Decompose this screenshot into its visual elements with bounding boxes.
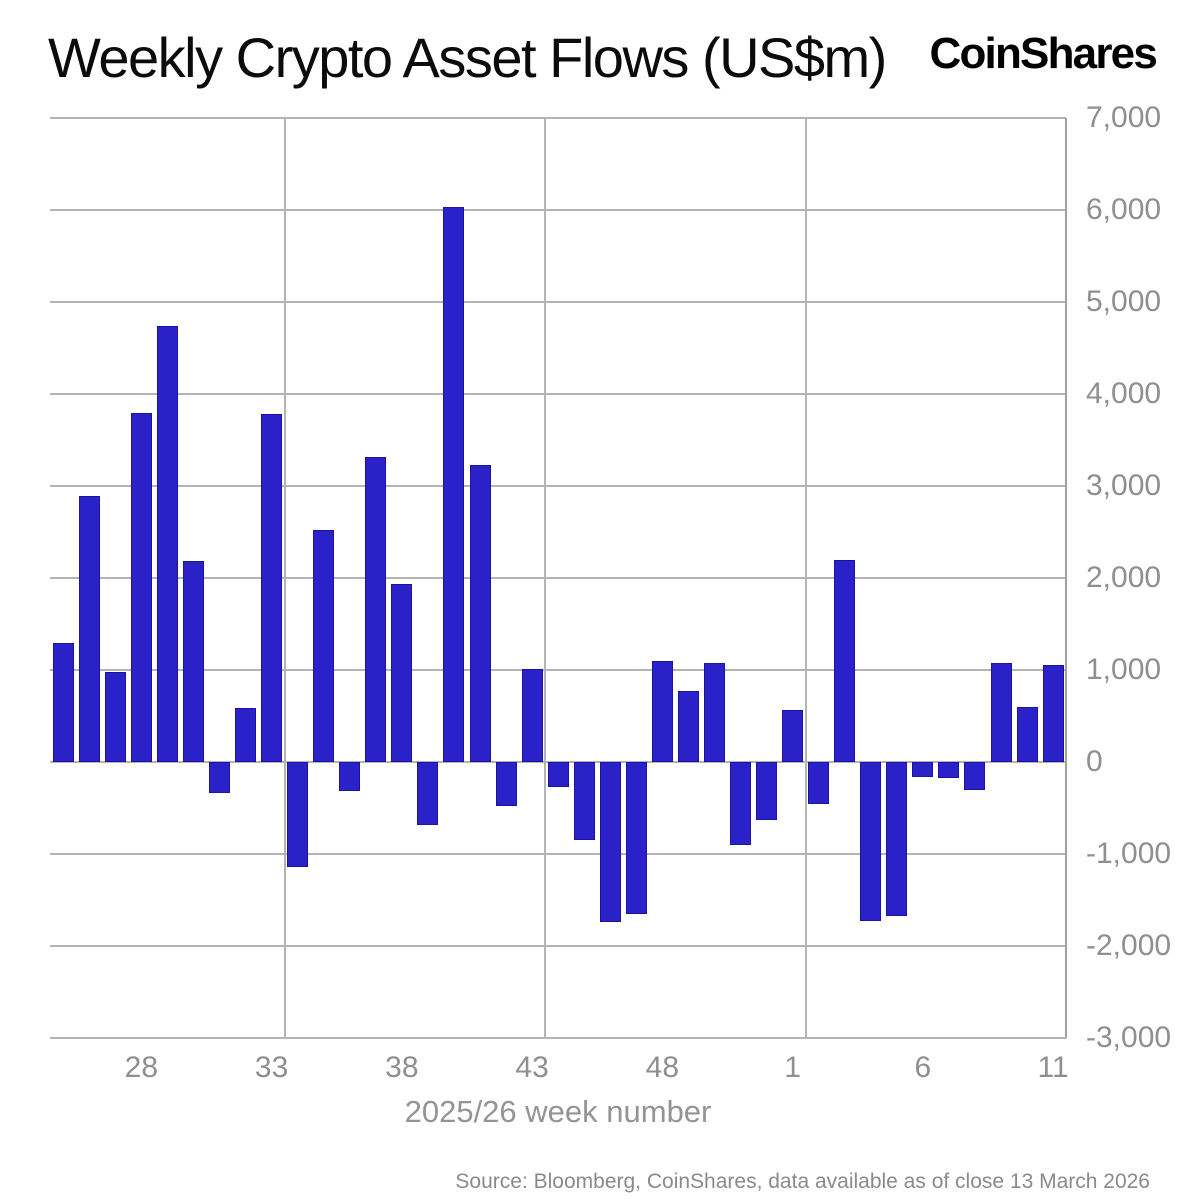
x-tick-label-43: 43 bbox=[515, 1051, 549, 1084]
bar-w39-2025 bbox=[417, 762, 439, 826]
bar-w50-2025 bbox=[703, 663, 725, 762]
y-tick-label-1000: 1,000 bbox=[1086, 653, 1162, 686]
bar-w49-2025 bbox=[677, 691, 699, 762]
gridline-x-icon bbox=[544, 118, 547, 1038]
bar-w45-2025 bbox=[573, 762, 595, 840]
coinshares-logo: CoinShares bbox=[929, 29, 1157, 78]
bar-w9-2026 bbox=[990, 662, 1012, 762]
gridline-y-5000 bbox=[50, 301, 1066, 303]
bar-w27-2025 bbox=[104, 672, 126, 762]
y-tick-label-2000: 2,000 bbox=[1086, 561, 1162, 594]
bar-w34-2025 bbox=[287, 762, 309, 867]
bar-w47-2025 bbox=[625, 762, 647, 914]
bar-w38-2025 bbox=[391, 584, 413, 762]
y-tick-label--2000: -2,000 bbox=[1086, 929, 1172, 962]
x-tick-label-33: 33 bbox=[254, 1051, 289, 1084]
bar-w52-2025 bbox=[756, 762, 778, 821]
bar-w32-2025 bbox=[235, 707, 257, 762]
gridline-y-1000 bbox=[50, 669, 1066, 671]
gridline-y-3000 bbox=[50, 485, 1066, 487]
x-axis-label: 2025/26 week number bbox=[404, 1094, 712, 1129]
bar-w46-2025 bbox=[599, 762, 621, 923]
x-tick-label-48: 48 bbox=[645, 1051, 680, 1084]
bar-w36-2025 bbox=[339, 762, 361, 792]
x-tick-label-6: 6 bbox=[914, 1051, 932, 1084]
gridline-y--1000 bbox=[50, 853, 1066, 855]
bar-w5-2026 bbox=[886, 762, 908, 917]
right-axis-spine bbox=[1065, 118, 1067, 1038]
y-tick-label-4000: 4,000 bbox=[1086, 377, 1162, 410]
bar-w26-2025 bbox=[78, 496, 100, 762]
bar-w3-2026 bbox=[834, 559, 856, 762]
bar-w41-2025 bbox=[469, 464, 491, 762]
y-tick-label-7000: 7,000 bbox=[1086, 101, 1162, 134]
bar-w42-2025 bbox=[495, 762, 517, 806]
gridline-y-2000 bbox=[50, 577, 1066, 579]
gridline-x-icon bbox=[283, 118, 286, 1038]
y-tick-label-6000: 6,000 bbox=[1086, 193, 1162, 226]
bar-w37-2025 bbox=[365, 456, 387, 762]
bar-w43-2025 bbox=[521, 669, 543, 762]
bar-w1-2026 bbox=[782, 709, 804, 762]
bar-w29-2025 bbox=[156, 325, 178, 762]
gridline-y-6000 bbox=[50, 209, 1066, 211]
y-tick-label-5000: 5,000 bbox=[1086, 285, 1162, 318]
bar-w31-2025 bbox=[209, 762, 230, 794]
gridline-y-4000 bbox=[50, 393, 1066, 395]
bar-w33-2025 bbox=[261, 414, 283, 762]
chart-title: Weekly Crypto Asset Flows (US$m) bbox=[48, 26, 887, 89]
x-tick-label-38: 38 bbox=[385, 1051, 419, 1084]
bar-w2-2026 bbox=[808, 762, 830, 805]
y-tick-label-0: 0 bbox=[1086, 745, 1103, 778]
x-tick-label-1: 1 bbox=[784, 1051, 801, 1084]
y-tick-label--3000: -3,000 bbox=[1086, 1021, 1172, 1054]
bar-w8-2026 bbox=[964, 762, 986, 791]
bar-w44-2025 bbox=[547, 762, 569, 787]
y-tick-label-3000: 3,000 bbox=[1086, 469, 1162, 502]
bar-w11-2026 bbox=[1042, 665, 1064, 762]
bar-w25-2025 bbox=[52, 643, 74, 762]
source-note: Source: Bloomberg, CoinShares, data avai… bbox=[455, 1170, 1150, 1193]
bar-w7-2026 bbox=[938, 762, 960, 778]
bar-w51-2025 bbox=[730, 762, 751, 846]
y-tick-label--1000: -1,000 bbox=[1086, 837, 1172, 870]
bar-w6-2026 bbox=[912, 762, 934, 778]
gridline-y--3000 bbox=[50, 1037, 1066, 1039]
bar-w40-2025 bbox=[443, 207, 465, 762]
gridline-x-icon bbox=[804, 118, 807, 1038]
gridline-y--2000 bbox=[50, 945, 1066, 947]
gridline-y-7000 bbox=[50, 117, 1066, 119]
x-tick-label-28: 28 bbox=[124, 1051, 159, 1084]
bar-w10-2026 bbox=[1016, 706, 1038, 762]
bar-w4-2026 bbox=[860, 762, 882, 922]
bar-w35-2025 bbox=[313, 530, 335, 762]
bar-w30-2025 bbox=[182, 561, 204, 762]
x-tick-label-11: 11 bbox=[1037, 1051, 1069, 1084]
bar-w48-2025 bbox=[651, 661, 673, 762]
bar-w28-2025 bbox=[130, 413, 152, 762]
